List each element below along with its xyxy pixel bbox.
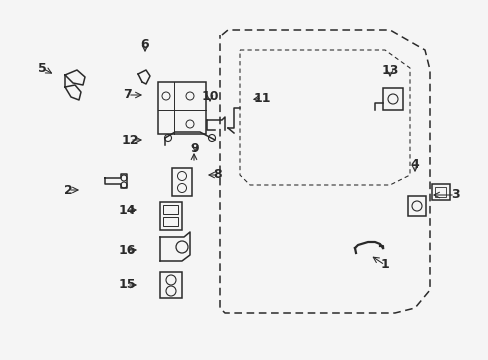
Text: 9: 9 <box>190 141 199 154</box>
Text: 2: 2 <box>63 184 72 197</box>
Text: 10: 10 <box>201 90 218 103</box>
Text: 8: 8 <box>213 168 222 181</box>
Text: 15: 15 <box>118 279 136 292</box>
Text: 14: 14 <box>118 203 136 216</box>
Text: 11: 11 <box>253 91 270 104</box>
Text: 12: 12 <box>121 134 139 147</box>
Text: 5: 5 <box>38 62 46 75</box>
Text: 13: 13 <box>381 63 398 77</box>
Text: 7: 7 <box>123 89 132 102</box>
Text: 6: 6 <box>141 39 149 51</box>
Text: 16: 16 <box>118 243 135 256</box>
Text: 3: 3 <box>450 189 458 202</box>
Text: 4: 4 <box>410 158 419 171</box>
Text: 1: 1 <box>380 258 388 271</box>
